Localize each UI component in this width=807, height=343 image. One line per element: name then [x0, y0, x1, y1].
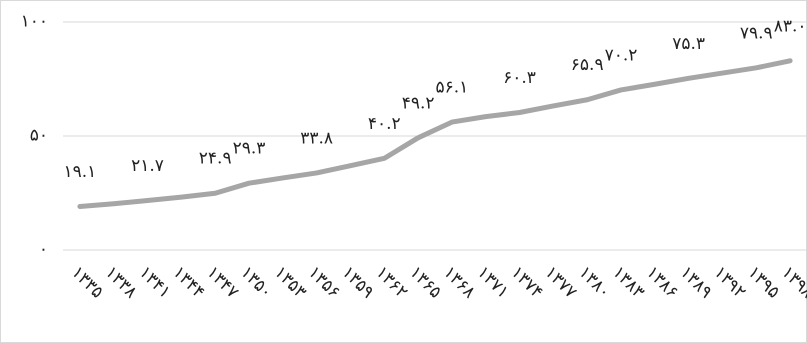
y-tick-label: ۵۰: [30, 126, 48, 146]
data-label: ۶۵.۹: [571, 55, 604, 75]
data-label: ۵۶.۱: [436, 78, 469, 98]
data-label: ۲۱.۷: [131, 156, 164, 176]
data-label: ۲۹.۳: [233, 139, 266, 159]
data-label: ۴۹.۲: [402, 93, 435, 113]
data-label: ۲۴.۹: [199, 149, 232, 169]
data-label: ۱۹.۱: [64, 162, 97, 182]
data-label: ۶۰.۳: [503, 68, 536, 88]
data-label: ۷۰.۲: [605, 45, 638, 65]
data-label: ۷۵.۳: [672, 34, 705, 54]
data-label: ۸۳.۰: [774, 16, 807, 36]
data-label: ۳۳.۸: [300, 128, 333, 148]
data-label: ۷۹.۹: [740, 23, 773, 43]
y-tick-label: ۱۰۰: [21, 12, 48, 32]
y-tick-label: ۰: [39, 240, 48, 260]
data-line: [77, 58, 793, 209]
data-label: ۴۰.۲: [368, 114, 401, 134]
